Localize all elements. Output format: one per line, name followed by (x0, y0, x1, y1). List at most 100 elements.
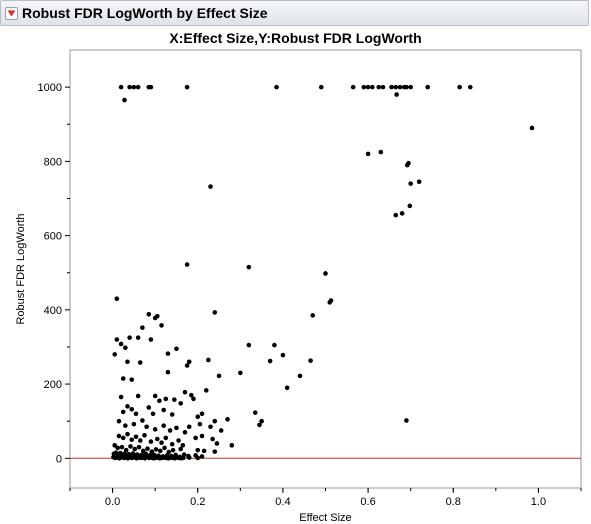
data-point (206, 357, 211, 363)
data-point (212, 449, 218, 454)
data-point (212, 310, 218, 315)
data-point (136, 444, 142, 450)
data-point (144, 424, 149, 430)
data-point (425, 84, 431, 90)
data-point (378, 149, 384, 155)
data-point (408, 181, 413, 186)
x-tick-label: 0.4 (275, 496, 290, 508)
data-point (148, 439, 154, 444)
data-point (397, 84, 403, 90)
data-point (123, 423, 128, 428)
data-point (365, 151, 371, 157)
data-point (176, 438, 181, 443)
data-point (208, 184, 213, 189)
data-point (376, 84, 382, 90)
data-point (153, 447, 159, 452)
data-point (150, 411, 156, 417)
data-point (146, 311, 152, 317)
data-point (246, 342, 252, 348)
data-point (212, 418, 218, 424)
data-point (123, 447, 129, 453)
data-point (169, 412, 175, 417)
data-point (129, 377, 135, 382)
data-point (214, 441, 220, 446)
data-point (225, 417, 230, 422)
data-point (361, 84, 367, 90)
data-point (310, 313, 316, 318)
data-point (167, 428, 173, 433)
data-point (467, 84, 473, 90)
data-point (120, 376, 126, 381)
data-point (169, 441, 175, 447)
data-point (146, 405, 152, 410)
data-point (133, 434, 139, 440)
data-point (297, 373, 303, 379)
data-point (159, 323, 164, 328)
data-point (129, 437, 135, 443)
data-point (380, 84, 386, 90)
data-point (118, 84, 124, 90)
data-point (159, 440, 164, 446)
x-tick-label: 0.0 (105, 496, 120, 508)
data-point (145, 446, 150, 451)
data-point (457, 84, 462, 90)
data-point (129, 407, 135, 412)
y-tick-label: 400 (44, 305, 62, 317)
data-point (186, 359, 192, 365)
data-point (238, 370, 243, 376)
data-point (408, 84, 413, 90)
x-tick-label: 1.0 (531, 496, 546, 508)
data-point (184, 84, 190, 90)
data-point (178, 446, 184, 452)
x-tick-label: 0.2 (190, 496, 205, 508)
data-point (404, 162, 410, 168)
data-point (257, 422, 262, 428)
data-point (186, 455, 192, 460)
data-point (133, 411, 139, 417)
data-point (131, 84, 137, 90)
y-tick-label: 1000 (38, 82, 62, 94)
data-point (161, 423, 166, 428)
data-point (195, 455, 201, 461)
data-point (195, 447, 201, 453)
data-point (350, 84, 356, 90)
data-point (125, 359, 130, 365)
data-point (323, 271, 328, 276)
disclosure-toggle-button[interactable] (5, 6, 18, 20)
data-point (152, 427, 158, 432)
report-header[interactable]: Robust FDR LogWorth by Effect Size (0, 0, 589, 26)
data-point (284, 385, 290, 391)
data-point (246, 264, 252, 270)
data-point (116, 433, 122, 439)
y-tick-label: 800 (44, 156, 62, 168)
data-point (272, 342, 277, 348)
data-point (154, 313, 160, 319)
report-title: Robust FDR LogWorth by Effect Size (22, 5, 268, 21)
data-point (229, 443, 235, 448)
y-tick-label: 200 (44, 379, 62, 391)
data-point (189, 392, 194, 398)
data-point (529, 125, 535, 131)
data-point (404, 84, 409, 90)
data-point (193, 435, 198, 441)
data-point (149, 449, 155, 454)
data-point (370, 84, 375, 90)
red-down-triangle-icon (7, 10, 16, 16)
data-point (135, 335, 141, 340)
data-point (365, 84, 371, 90)
data-point (178, 401, 184, 406)
data-point (116, 418, 122, 424)
data-point (120, 435, 126, 441)
data-point (182, 430, 188, 435)
data-point (163, 435, 169, 441)
data-point (389, 84, 394, 90)
data-point (142, 432, 147, 438)
data-point (404, 418, 409, 423)
data-point (140, 418, 145, 423)
data-point (267, 358, 273, 364)
data-point (119, 444, 125, 450)
data-point (114, 296, 120, 301)
data-point (184, 363, 190, 368)
data-point (165, 351, 171, 356)
